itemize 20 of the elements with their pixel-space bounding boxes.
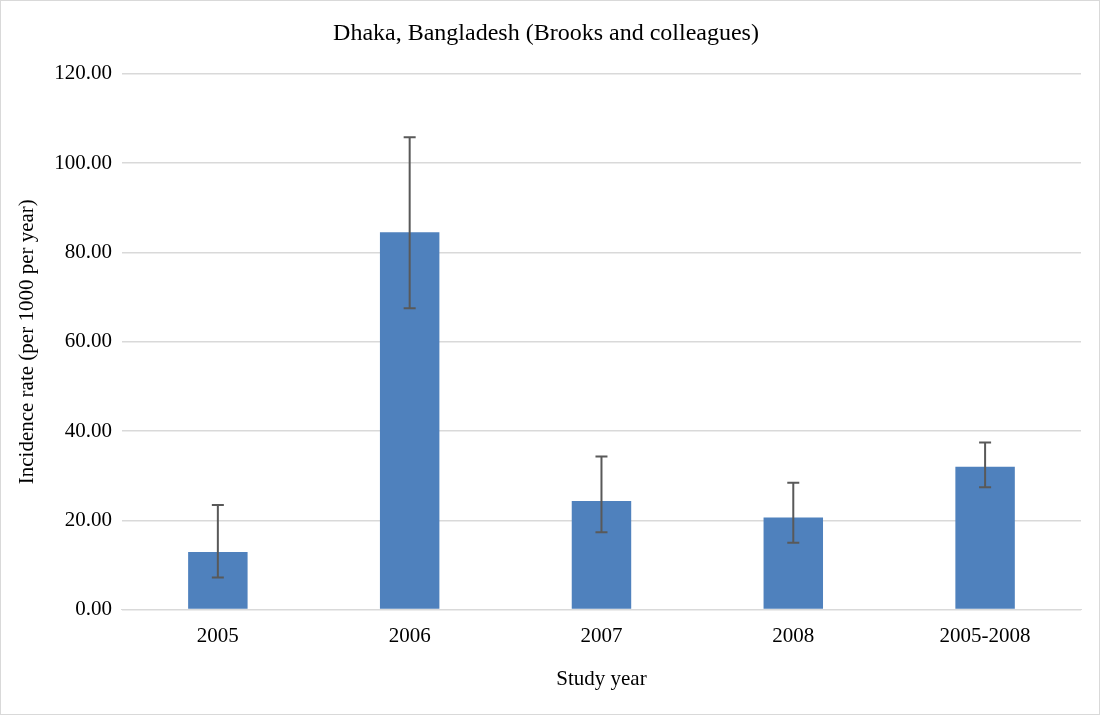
bar [379, 232, 440, 609]
x-tick-label: 2008 [772, 622, 815, 647]
x-tick-label: 2006 [388, 622, 431, 647]
y-tick-label: 80.00 [64, 238, 112, 263]
y-tick-label: 40.00 [64, 417, 112, 442]
y-tick-label: 20.00 [64, 506, 112, 531]
bar [188, 552, 248, 609]
x-tick-label: 2005-2008 [939, 622, 1031, 647]
y-tick-label: 60.00 [64, 328, 112, 353]
chart-title: Dhaka, Bangladesh (Brooks and colleagues) [333, 18, 759, 45]
bar [571, 501, 632, 609]
y-tick-label: 120.00 [54, 60, 112, 85]
y-axis-title: Incidence rate (per 1000 per year) [14, 199, 39, 485]
y-tick-label: 100.00 [54, 149, 112, 174]
bar [955, 466, 1015, 609]
bar [763, 517, 824, 609]
x-axis-title: Study year [556, 665, 647, 690]
x-tick-label: 2007 [580, 622, 623, 647]
y-tick-label: 0.00 [75, 596, 112, 621]
x-tick-label: 2005 [196, 622, 239, 647]
